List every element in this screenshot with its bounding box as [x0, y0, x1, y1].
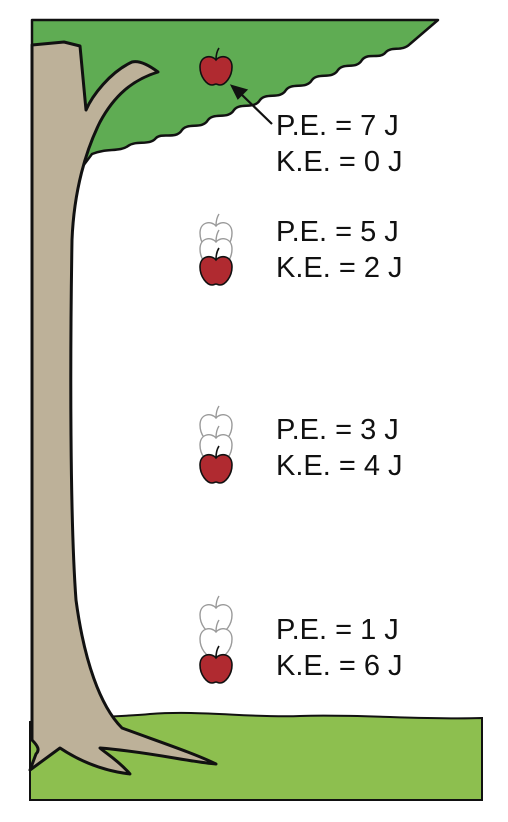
stage-1-kinetic-energy: K.E. = 0 J	[276, 146, 403, 178]
stage-2-kinetic-energy: K.E. = 2 J	[276, 252, 403, 284]
stage-3-energy-labels: P.E. = 3 J K.E. = 4 J	[276, 412, 403, 484]
tree-foliage	[30, 18, 440, 172]
stage-4-kinetic-energy: K.E. = 6 J	[276, 650, 403, 682]
stage-4-potential-energy: P.E. = 1 J	[276, 614, 399, 646]
stage-1-energy-labels: P.E. = 7 J K.E. = 0 J	[276, 108, 403, 180]
stage-3-kinetic-energy: K.E. = 4 J	[276, 450, 403, 482]
stage-3-potential-energy: P.E. = 3 J	[276, 414, 399, 446]
tree-trunk	[28, 40, 218, 776]
stage-4-energy-labels: P.E. = 1 J K.E. = 6 J	[276, 612, 403, 684]
pointer-arrow	[229, 84, 273, 125]
stage-2-potential-energy: P.E. = 5 J	[276, 216, 399, 248]
stage-1-potential-energy: P.E. = 7 J	[276, 110, 399, 142]
stage-2-energy-labels: P.E. = 5 J K.E. = 2 J	[276, 214, 403, 286]
